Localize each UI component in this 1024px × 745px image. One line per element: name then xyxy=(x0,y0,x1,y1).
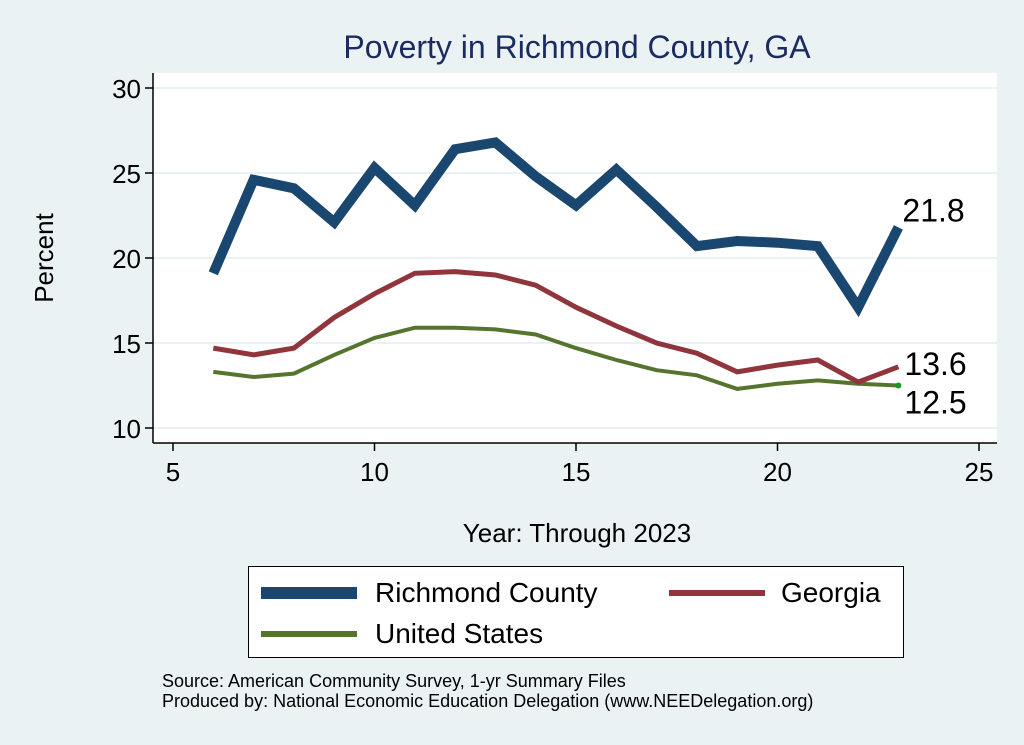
data-label: 21.8 xyxy=(902,192,964,228)
y-tick-label: 30 xyxy=(112,74,141,104)
y-axis-label: Percent xyxy=(29,212,59,302)
x-tick-label: 15 xyxy=(562,457,591,487)
grid-lines xyxy=(153,87,997,429)
legend-swatch-united-states xyxy=(261,631,357,637)
legend-swatch-georgia xyxy=(669,590,765,596)
series-line-richmond-county xyxy=(208,137,903,318)
data-label: 12.5 xyxy=(904,385,966,421)
line-chart: Poverty in Richmond County, GA 10 15 20 25 3… xyxy=(29,29,997,548)
source-note: Source: American Community Survey, 1-yr … xyxy=(162,671,626,691)
chart-footer: Source: American Community Survey, 1-yr … xyxy=(162,671,813,711)
data-labels: 21.8 13.612.5 xyxy=(902,192,966,420)
y-tick-label: 10 xyxy=(112,414,141,444)
x-axis-label: Year: Through 2023 xyxy=(463,518,691,548)
series-line-united-states xyxy=(213,325,899,391)
legend-label-richmond-county: Richmond County xyxy=(375,577,598,608)
y-tick-label: 20 xyxy=(112,244,141,274)
legend-item-united-states: United States xyxy=(261,618,543,650)
data-label: 13.6 xyxy=(904,346,966,382)
legend-swatch-richmond-county xyxy=(261,587,357,599)
x-tick-label: 20 xyxy=(763,457,792,487)
axes: 10 15 20 25 30 5 10 15 20 25 xyxy=(112,73,997,487)
x-tick-label: 10 xyxy=(360,457,389,487)
series-end-marker-united-states xyxy=(895,382,902,389)
legend-item-georgia: Georgia xyxy=(669,577,881,609)
y-tick-label: 25 xyxy=(112,159,141,189)
chart-title: Poverty in Richmond County, GA xyxy=(343,29,811,65)
legend-item-richmond-county: Richmond County xyxy=(261,577,598,609)
x-tick-label: 5 xyxy=(166,457,180,487)
x-tick-label: 25 xyxy=(965,457,994,487)
produced-by-note: Produced by: National Economic Education… xyxy=(162,691,814,711)
legend-label-united-states: United States xyxy=(375,618,544,649)
legend-label-georgia: Georgia xyxy=(781,577,881,608)
chart-legend: Richmond County Georgia United States xyxy=(248,566,904,658)
series-lines xyxy=(208,137,903,391)
series-line-georgia xyxy=(212,269,900,385)
y-tick-label: 15 xyxy=(112,329,141,359)
